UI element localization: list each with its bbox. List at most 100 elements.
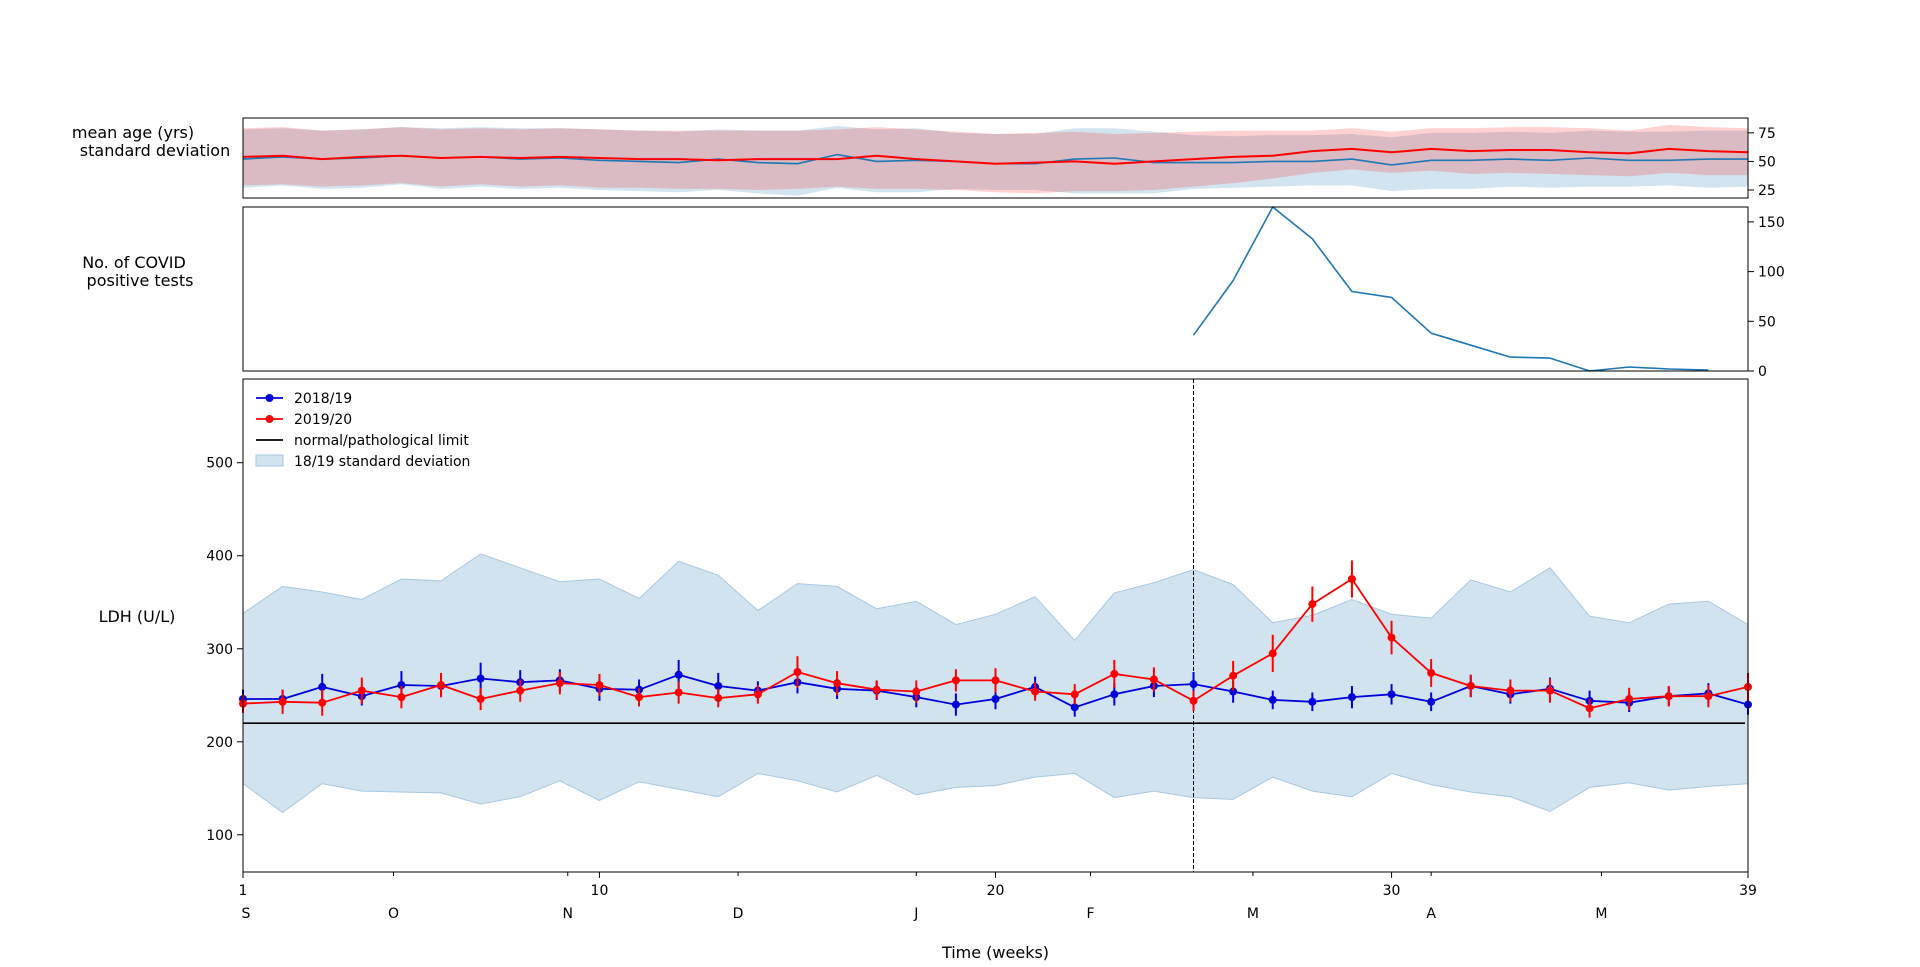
covid-ytick-50-label: 50: [1758, 314, 1776, 330]
legend-label-1: 2019/20: [294, 412, 352, 428]
ldh-xtick-label-10: 10: [591, 883, 609, 899]
ldh-x-ticks: 1 10 20 30 39: [239, 872, 1757, 899]
ldh-ylabel: LDH (U/L): [99, 607, 176, 626]
point-0-22: [1070, 703, 1079, 712]
point-1-26: [1229, 671, 1238, 680]
point-1-34: [1545, 686, 1554, 695]
age-panel: 25 50 75 mean age (yrs) standard deviation: [72, 117, 1776, 199]
point-1-33: [1506, 686, 1515, 695]
covid-y-ticks: 0 50 100 150: [1748, 215, 1785, 380]
ldh-xtick-label-39: 39: [1739, 883, 1757, 899]
ldh-xtick-label-30: 30: [1383, 883, 1401, 899]
age-band-0: [243, 126, 1748, 196]
age-band-1: [243, 124, 1748, 194]
age-std-bands: [243, 124, 1748, 196]
month-label-2: N: [563, 906, 573, 922]
legend-item-3: 18/19 standard deviation: [255, 454, 470, 470]
age-ytick-25-label: 25: [1758, 183, 1776, 199]
ldh-ytick-label-400: 400: [206, 549, 233, 565]
covid-ytick-100-label: 100: [1758, 265, 1785, 281]
legend-marker-0: [265, 394, 274, 402]
point-1-28: [1308, 600, 1317, 609]
age-line-1: [242, 147, 1749, 165]
covid-ytick-150-label: 150: [1758, 215, 1785, 231]
month-label-8: M: [1595, 906, 1607, 922]
point-0-23: [1110, 690, 1119, 699]
point-0-7: [476, 674, 485, 683]
point-1-7: [476, 694, 485, 703]
point-0-26: [1229, 687, 1238, 696]
point-1-38: [1704, 692, 1713, 701]
ldh-panel: 100 200 300 400 500 1 10 20 30 39 S O N D J F M A M LDH …: [99, 378, 1757, 962]
point-1-13: [714, 694, 723, 703]
month-label-6: M: [1247, 906, 1259, 922]
point-1-14: [753, 690, 762, 699]
legend-item-1: 2019/20: [256, 412, 352, 428]
age-ytick-75-label: 75: [1758, 126, 1776, 142]
point-1-24: [1149, 675, 1158, 684]
covid-panel: 0 50 100 150 No. of COVID positive tests: [82, 206, 1785, 380]
point-1-37: [1664, 692, 1673, 701]
point-0-29: [1347, 693, 1356, 702]
point-1-19: [951, 676, 960, 685]
age-ytick-50-label: 50: [1758, 154, 1776, 170]
point-1-32: [1466, 681, 1475, 690]
covid-panel-frame: [242, 206, 1749, 372]
month-label-4: J: [913, 906, 918, 922]
covid-line-0: [1192, 206, 1709, 372]
point-1-9: [555, 679, 564, 688]
point-1-30: [1387, 633, 1396, 642]
point-1-20: [991, 676, 1000, 685]
point-1-21: [1031, 687, 1040, 696]
point-1-2: [278, 697, 287, 706]
age-panel-frame: [242, 117, 1749, 199]
point-0-27: [1268, 695, 1277, 704]
point-1-4: [357, 686, 366, 695]
ldh-y-ticks: 100 200 300 400 500: [206, 456, 243, 844]
month-label-5: F: [1087, 906, 1095, 922]
point-0-12: [674, 670, 683, 679]
legend-item-2: normal/pathological limit: [256, 433, 469, 449]
ldh-ytick-label-200: 200: [206, 735, 233, 751]
covid-ylabel-line1: No. of COVID: [82, 253, 186, 272]
point-1-15: [793, 668, 802, 677]
age-ylabel-line2: standard deviation: [80, 141, 230, 160]
covid-tests-line: [1192, 206, 1709, 372]
legend-label-0: 2018/19: [294, 391, 352, 407]
covid-ylabel-line2: positive tests: [87, 271, 194, 290]
point-1-31: [1427, 668, 1436, 677]
point-1-6: [437, 681, 446, 690]
x-axis-label: Time (weeks): [941, 943, 1049, 962]
legend-label-3: 18/19 standard deviation: [294, 454, 470, 470]
point-0-5: [397, 681, 406, 690]
ldh-xtick-label-20: 20: [987, 883, 1005, 899]
ldh-ytick-label-500: 500: [206, 456, 233, 472]
point-1-5: [397, 693, 406, 702]
ldh-ytick-label-100: 100: [206, 828, 233, 844]
point-1-12: [674, 688, 683, 697]
point-0-31: [1427, 697, 1436, 706]
point-1-35: [1585, 704, 1594, 713]
age-y-ticks: 25 50 75: [1748, 126, 1776, 199]
month-label-3: D: [733, 906, 744, 922]
point-1-11: [635, 693, 644, 702]
point-0-13: [714, 681, 723, 690]
point-0-30: [1387, 690, 1396, 699]
point-1-10: [595, 681, 604, 690]
point-1-18: [912, 687, 921, 696]
legend-marker-1: [265, 415, 274, 423]
point-1-23: [1110, 669, 1119, 678]
point-1-25: [1189, 696, 1198, 705]
point-1-27: [1268, 649, 1277, 658]
month-label-7: A: [1426, 906, 1436, 922]
legend-item-0: 2018/19: [256, 391, 352, 407]
age-ylabel-line1: mean age (yrs): [72, 123, 194, 142]
point-0-20: [991, 694, 1000, 703]
point-0-25: [1189, 680, 1198, 689]
point-0-28: [1308, 697, 1317, 706]
point-1-22: [1070, 690, 1079, 699]
point-1-3: [318, 698, 327, 707]
ldh-ytick-label-300: 300: [206, 642, 233, 658]
